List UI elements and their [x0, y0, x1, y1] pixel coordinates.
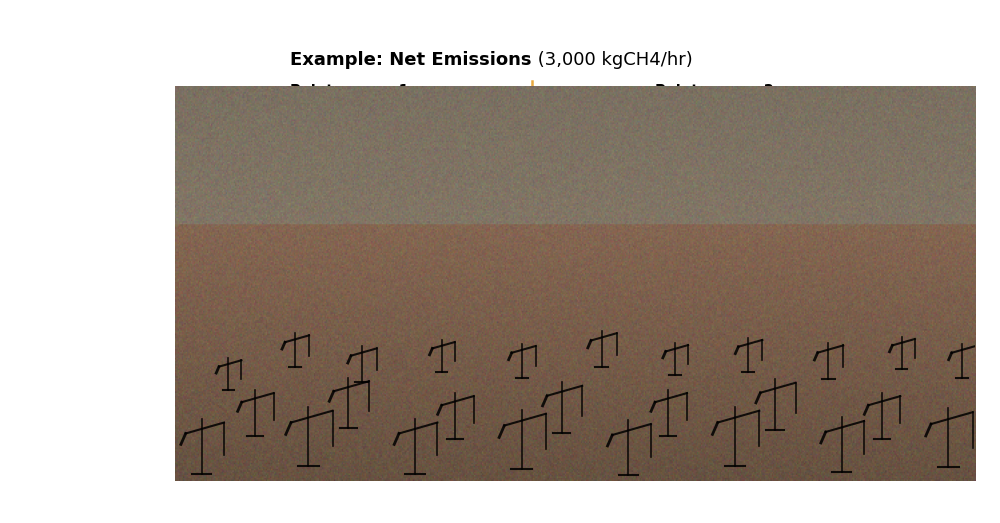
Text: Example: Net Emissions: Example: Net Emissions: [290, 51, 532, 69]
Text: Point source 1: Point source 1: [290, 84, 409, 99]
Text: (100 kgCH4/hr): (100 kgCH4/hr): [293, 98, 406, 113]
Bar: [261, 129, 881, 433]
Ellipse shape: [491, 248, 534, 297]
Text: Area source: Area source: [414, 446, 512, 461]
Ellipse shape: [682, 228, 738, 292]
Text: (1,500 kgCH4/hr): (1,500 kgCH4/hr): [512, 446, 644, 461]
Text: (1,000 kgCH4/hr): (1,000 kgCH4/hr): [651, 98, 777, 113]
Ellipse shape: [337, 221, 370, 259]
Text: Point source 2: Point source 2: [457, 94, 576, 109]
Text: (3,000 kgCH4/hr): (3,000 kgCH4/hr): [532, 51, 693, 69]
Text: Point source 3: Point source 3: [655, 84, 773, 99]
Text: (400 kgCH4/hr): (400 kgCH4/hr): [460, 108, 573, 123]
